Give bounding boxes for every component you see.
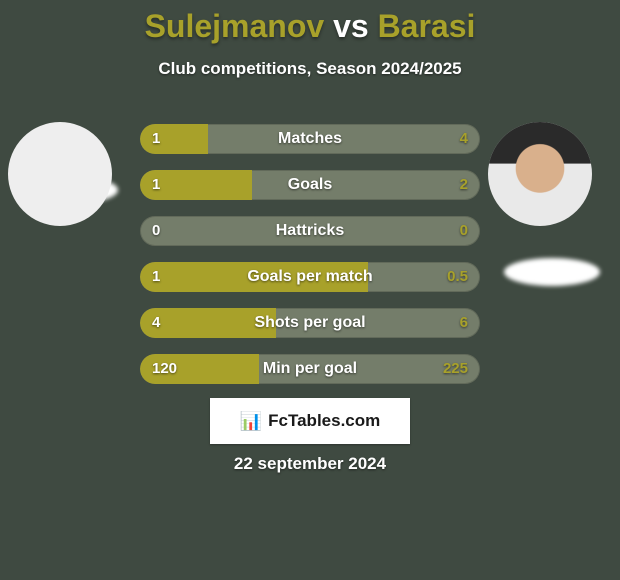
brand-text: FcTables.com [268, 411, 380, 431]
comparison-card: Sulejmanov vs Barasi Club competitions, … [0, 0, 620, 580]
stat-label: Shots per goal [140, 308, 480, 338]
stat-bars: 1Matches4 1Goals2 0Hattricks0 1Goals per ma… [140, 124, 480, 400]
title: Sulejmanov vs Barasi [0, 0, 620, 45]
player2-name: Barasi [378, 8, 476, 44]
stat-label: Matches [140, 124, 480, 154]
stat-right-value: 4 [460, 124, 468, 154]
stat-label: Hattricks [140, 216, 480, 246]
subtitle: Club competitions, Season 2024/2025 [0, 59, 620, 79]
stat-label: Min per goal [140, 354, 480, 384]
stat-row: 1Matches4 [140, 124, 480, 154]
stat-label: Goals per match [140, 262, 480, 292]
stat-label: Goals [140, 170, 480, 200]
stat-right-value: 0 [460, 216, 468, 246]
stat-right-value: 6 [460, 308, 468, 338]
avatar-shadow-right [504, 258, 600, 286]
player1-avatar [8, 122, 112, 226]
stat-row: 0Hattricks0 [140, 216, 480, 246]
stat-right-value: 0.5 [447, 262, 468, 292]
stat-row: 4Shots per goal6 [140, 308, 480, 338]
player1-name: Sulejmanov [145, 8, 325, 44]
stat-row: 1Goals2 [140, 170, 480, 200]
stat-right-value: 225 [443, 354, 468, 384]
title-vs: vs [333, 8, 369, 44]
stat-row: 120Min per goal225 [140, 354, 480, 384]
stat-right-value: 2 [460, 170, 468, 200]
brand-icon: 📊 [240, 411, 262, 432]
date-text: 22 september 2024 [0, 454, 620, 474]
brand-badge: 📊 FcTables.com [210, 398, 410, 444]
stat-row: 1Goals per match0.5 [140, 262, 480, 292]
player2-avatar [488, 122, 592, 226]
